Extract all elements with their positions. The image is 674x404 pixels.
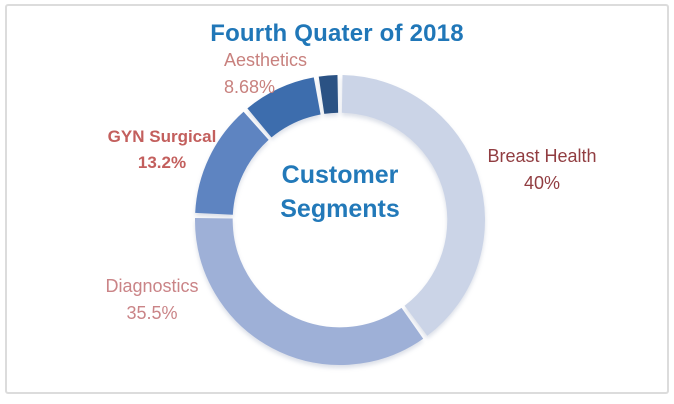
slice-percentage: 8.68% xyxy=(224,77,276,97)
slice-label-diagnostics: Diagnostics 35.5% xyxy=(98,273,206,327)
center-label: Customer Segments xyxy=(240,158,440,226)
slice-name: Diagnostics xyxy=(105,276,199,296)
slice-name: Breast Health xyxy=(487,146,597,166)
slice-percentage: 13.2% xyxy=(137,153,187,172)
slice-percentage: 40% xyxy=(523,173,561,193)
center-label-line2: Segments xyxy=(280,195,400,223)
slice-name: Aesthetics xyxy=(224,50,308,70)
donut-chart xyxy=(195,75,485,365)
slice-label-breast-health: Breast Health 40% xyxy=(478,143,606,197)
donut-slice-breast-health xyxy=(341,75,485,336)
donut-slice-gyn-surgical xyxy=(195,111,270,216)
slice-label-aesthetics: Aesthetics 8.68% xyxy=(224,47,307,101)
donut-slice-aesthetics xyxy=(247,77,322,138)
donut-slice-remainder xyxy=(318,75,339,114)
center-label-line1: Customer xyxy=(281,161,399,189)
donut-slice-diagnostics xyxy=(195,217,424,365)
slice-name: GYN Surgical xyxy=(107,127,217,146)
slice-percentage: 35.5% xyxy=(126,303,178,323)
slice-label-gyn-surgical: GYN Surgical 13.2% xyxy=(103,124,221,176)
chart-title: Fourth Quater of 2018 xyxy=(210,20,464,47)
